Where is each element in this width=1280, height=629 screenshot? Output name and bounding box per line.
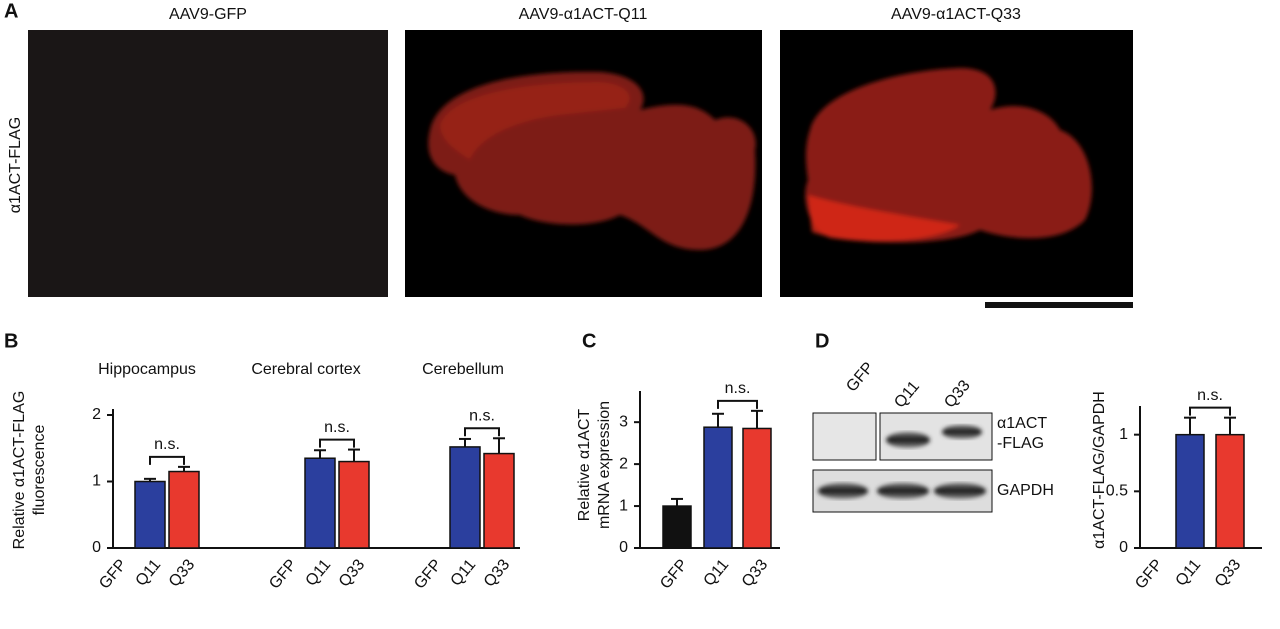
bracket [1189, 406, 1231, 416]
image-title: AAV9-GFP [169, 6, 247, 23]
bar [483, 452, 515, 549]
y-axis-label: α1ACT-FLAG/GAPDH [1091, 391, 1108, 549]
bar [1215, 433, 1245, 549]
x-tick-label: Q33 [481, 556, 514, 590]
error-bar [178, 465, 190, 472]
y-tick-label: 0 [92, 539, 101, 556]
y-tick-label: 0.5 [1106, 483, 1128, 500]
bracket [464, 427, 500, 437]
image-title: AAV9-α1ACT-Q33 [891, 6, 1021, 23]
bar [304, 457, 336, 549]
bar [703, 426, 733, 549]
x-tick-label: Q11 [701, 556, 733, 589]
bar [742, 427, 772, 549]
band-label: GAPDH [997, 482, 1054, 499]
error-bar [712, 412, 724, 428]
lane-label: Q11 [891, 378, 923, 411]
x-tick-label: GFP [96, 556, 130, 592]
x-tick-label: GFP [266, 556, 300, 592]
x-tick-label: GFP [657, 556, 691, 592]
brain-section [428, 68, 1092, 251]
y-axis-label: Relative α1ACT-FLAG [11, 391, 28, 550]
row-label: α1ACT-FLAG [7, 117, 24, 213]
blot [812, 412, 877, 461]
error-bar [144, 477, 156, 482]
bracket [319, 438, 355, 448]
image-title: AAV9-α1ACT-Q11 [519, 6, 648, 23]
chart-title: Cerebellum [422, 361, 504, 378]
x-tick-label: Q33 [336, 556, 369, 590]
bracket [149, 455, 185, 465]
bar [662, 505, 692, 549]
annotation: n.s. [469, 407, 495, 424]
error-bar [493, 437, 505, 454]
x-tick-label: Q33 [739, 556, 772, 590]
error-bar [348, 448, 360, 462]
panel-label: D [815, 330, 829, 352]
band [818, 483, 868, 499]
y-tick-label: 0 [619, 539, 628, 556]
annotation: n.s. [1197, 387, 1223, 404]
annotation: n.s. [324, 419, 350, 436]
annotation: n.s. [725, 380, 751, 397]
bar [168, 470, 200, 549]
band [942, 425, 982, 439]
band-label: -FLAG [997, 435, 1044, 452]
y-axis-label: mRNA expression [596, 401, 613, 529]
x-tick-label: Q11 [448, 556, 480, 589]
y-tick-label: 1 [1119, 426, 1128, 443]
bar [449, 446, 481, 549]
x-tick-label: Q11 [133, 556, 165, 589]
bar [1175, 433, 1205, 549]
error-bar [751, 409, 763, 429]
x-tick-label: Q33 [1212, 556, 1245, 590]
panel-label: A [4, 0, 18, 22]
lane-label: GFP [843, 359, 877, 395]
error-bar [314, 449, 326, 459]
annotation: n.s. [154, 436, 180, 453]
micrograph [28, 30, 388, 297]
chart-title: Hippocampus [98, 361, 196, 378]
y-tick-label: 3 [619, 413, 628, 430]
y-tick-label: 2 [92, 406, 101, 423]
bar [338, 460, 370, 549]
band [934, 483, 986, 499]
y-tick-label: 1 [619, 497, 628, 514]
x-tick-label: GFP [1132, 556, 1166, 592]
x-tick-label: GFP [411, 556, 445, 592]
y-tick-label: 0 [1119, 539, 1128, 556]
y-axis-label: Relative α1ACT [576, 409, 593, 522]
band-label: α1ACT [997, 415, 1047, 432]
y-axis-label: fluorescence [31, 425, 48, 516]
bar [134, 480, 166, 549]
panel-label: C [582, 330, 596, 352]
error-bar [1184, 416, 1196, 435]
y-tick-label: 1 [92, 473, 101, 490]
x-tick-label: Q33 [166, 556, 199, 590]
chart-title: Cerebral cortex [251, 361, 360, 378]
y-tick-label: 2 [619, 455, 628, 472]
bracket [717, 399, 758, 409]
band [877, 483, 929, 499]
x-tick-label: Q11 [303, 556, 335, 589]
error-bar [1224, 416, 1236, 435]
panel-label: B [4, 330, 18, 352]
band [886, 432, 930, 448]
scale-bar [985, 302, 1133, 308]
lane-label: Q33 [941, 377, 974, 411]
error-bar [671, 497, 683, 507]
error-bar [459, 437, 471, 447]
x-tick-label: Q11 [1173, 556, 1205, 589]
